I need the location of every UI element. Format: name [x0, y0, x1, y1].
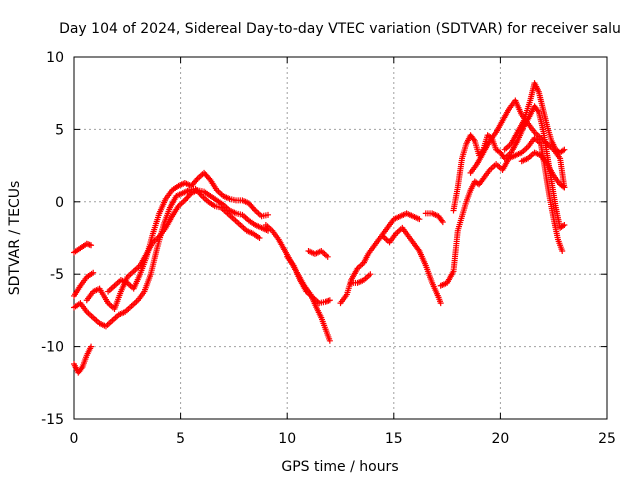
series-track-m: [422, 210, 446, 226]
series-track-f: [105, 169, 272, 295]
data-point: [324, 253, 331, 260]
y-tick-label: 5: [55, 122, 64, 138]
data-point: [439, 219, 446, 226]
y-tick-labels: -15 -10 -5 0 5 10: [41, 50, 64, 428]
x-tick-label: 5: [176, 431, 185, 447]
x-axis-label: GPS time / hours: [281, 459, 398, 475]
data-point: [416, 216, 423, 223]
y-axis-label: SDTVAR / TECUs: [7, 181, 23, 296]
series-track-i: [305, 248, 331, 260]
series-track-g: [262, 221, 333, 344]
data-point: [559, 248, 566, 255]
y-tick-label: -15: [41, 412, 64, 428]
series-track-l: [380, 224, 444, 307]
series-track-e: [83, 187, 272, 312]
x-tick-label: 0: [70, 431, 79, 447]
series-track-r: [518, 149, 568, 191]
x-tick-label: 25: [598, 431, 616, 447]
series-track-j: [337, 210, 423, 307]
data-markers: [71, 80, 568, 376]
series-track-q: [501, 80, 568, 156]
series-track-c: [71, 343, 95, 376]
series-track-k: [348, 271, 374, 286]
y-tick-label: 10: [46, 50, 64, 66]
y-tick-label: 0: [55, 195, 64, 211]
series-track-a: [71, 240, 95, 256]
series-track-b: [71, 269, 97, 299]
x-tick-label: 15: [385, 431, 403, 447]
data-point: [367, 271, 374, 278]
x-tick-label: 10: [278, 431, 296, 447]
y-tick-label: -10: [41, 340, 64, 356]
data-point: [561, 184, 568, 191]
series-track-n: [437, 135, 566, 289]
data-point: [437, 300, 444, 307]
data-point: [88, 242, 95, 249]
data-point: [561, 221, 568, 228]
data-point: [265, 211, 272, 218]
data-point: [90, 269, 97, 276]
axis-ticks: [73, 56, 608, 420]
plot-frame: [73, 56, 608, 420]
x-tick-labels: 0 5 10 15 20 25: [70, 431, 616, 447]
data-point: [326, 297, 333, 304]
data-point: [88, 343, 95, 350]
data-point: [256, 235, 263, 241]
y-tick-label: -5: [50, 267, 64, 283]
x-tick-label: 20: [491, 431, 509, 447]
series-track-d: [71, 185, 263, 330]
series-track-h: [284, 253, 333, 307]
data-point: [561, 146, 568, 153]
chart-title: Day 104 of 2024, Sidereal Day-to-day VTE…: [59, 21, 621, 37]
data-point: [326, 337, 333, 344]
